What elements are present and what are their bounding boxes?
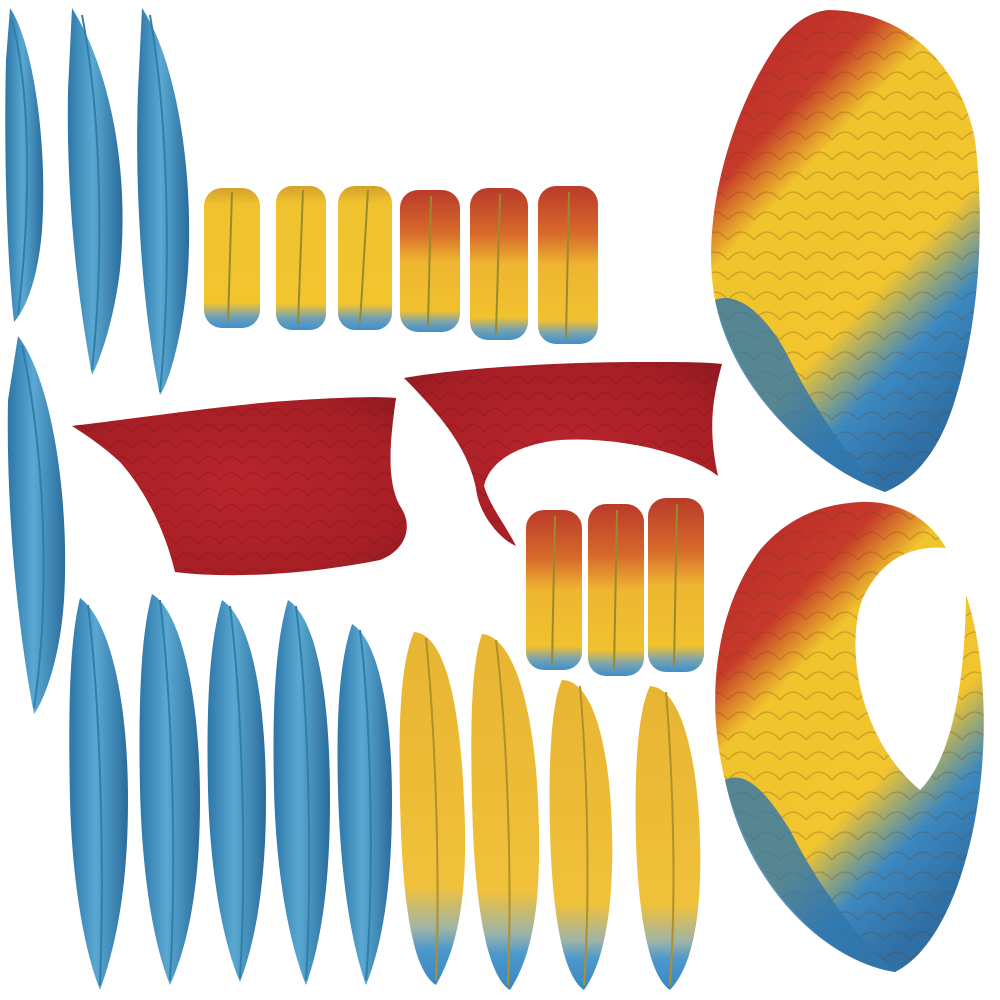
blue-feather-bottom-1 (69, 598, 128, 990)
mixed-feather-short-2 (470, 188, 528, 340)
yellow-feather-short-1 (204, 188, 260, 328)
blue-feather-top-1 (5, 8, 44, 322)
yellow-feather-short-3 (338, 186, 392, 330)
blue-feather-bottom-3 (207, 600, 266, 982)
blue-feather-bottom-4 (273, 600, 330, 985)
blue-feather-top-3 (137, 8, 190, 395)
wing-top (711, 10, 980, 492)
yellow-feather-long-2 (471, 634, 540, 990)
yellow-feather-long-1 (399, 632, 466, 985)
blue-feather-bottom-2 (139, 594, 200, 985)
blue-feather-left (7, 336, 66, 714)
red-patch-left (72, 397, 407, 576)
yellow-feather-short-2 (276, 186, 326, 330)
mixed-feather-mid-3 (648, 498, 704, 672)
mixed-feather-short-3 (538, 186, 598, 344)
yellow-feather-long-3 (549, 680, 613, 990)
wing-bottom (715, 501, 984, 972)
mixed-feather-mid-1 (526, 510, 582, 670)
blue-feather-top-2 (67, 8, 123, 375)
mixed-feather-mid-2 (588, 504, 644, 676)
blue-feather-bottom-5 (337, 624, 392, 985)
yellow-feather-long-4 (635, 686, 701, 990)
mixed-feather-short-1 (400, 190, 460, 332)
red-patch-right (404, 362, 722, 546)
